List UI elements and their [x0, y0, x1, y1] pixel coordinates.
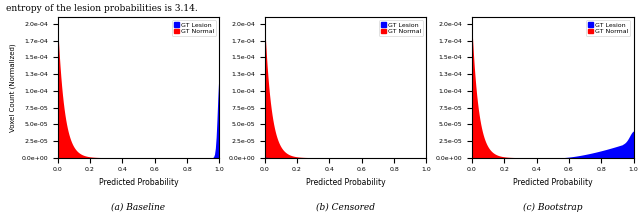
Text: (b) Censored: (b) Censored [316, 203, 375, 212]
Legend: GT Lesion, GT Normal: GT Lesion, GT Normal [172, 20, 216, 36]
Y-axis label: Voxel Count (Normalized): Voxel Count (Normalized) [9, 43, 16, 132]
Legend: GT Lesion, GT Normal: GT Lesion, GT Normal [379, 20, 424, 36]
X-axis label: Predicted Probability: Predicted Probability [99, 178, 179, 187]
X-axis label: Predicted Probability: Predicted Probability [306, 178, 385, 187]
Legend: GT Lesion, GT Normal: GT Lesion, GT Normal [586, 20, 630, 36]
Text: (c) Bootstrap: (c) Bootstrap [523, 203, 582, 212]
Text: (a) Baseline: (a) Baseline [111, 203, 166, 212]
X-axis label: Predicted Probability: Predicted Probability [513, 178, 593, 187]
Text: entropy of the lesion probabilities is 3.14.: entropy of the lesion probabilities is 3… [6, 4, 198, 13]
